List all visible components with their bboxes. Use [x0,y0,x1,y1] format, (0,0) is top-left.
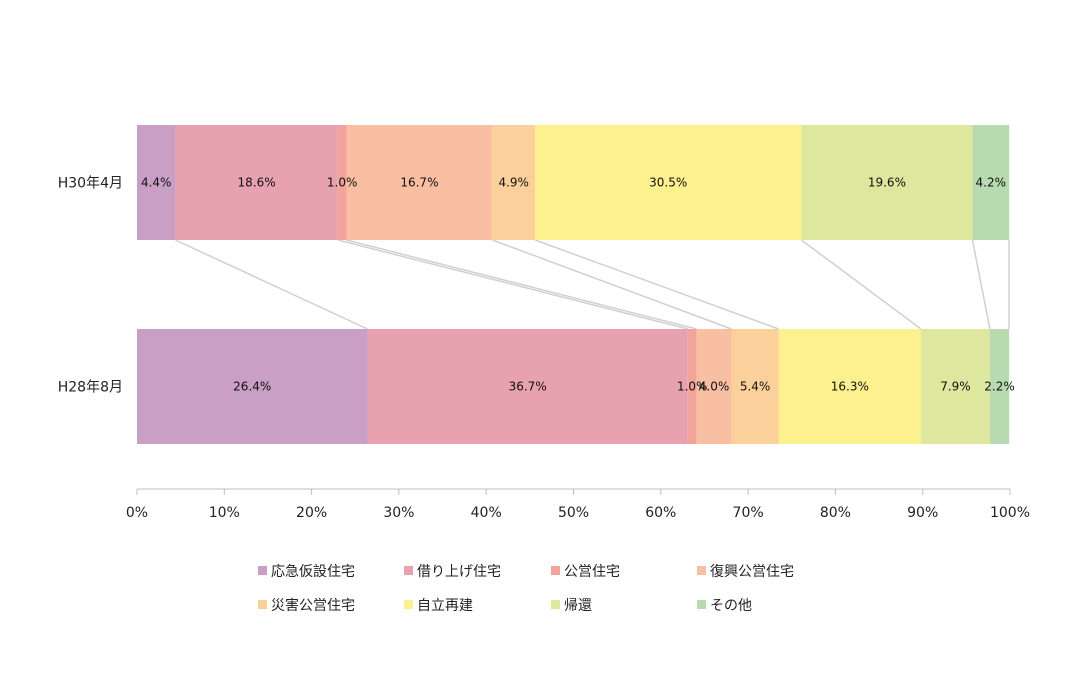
data-label: 18.6% [238,176,276,190]
legend-label: 公営住宅 [564,564,620,580]
data-label: 5.4% [740,380,771,394]
legend-label: 帰還 [564,597,592,614]
bar-segment [535,125,802,240]
bar-segment [175,125,338,240]
series-line [800,239,922,330]
bar-segment [731,329,779,444]
category-label: H28年8月 [58,380,123,396]
series-line [337,239,689,330]
x-tick-label: 60% [645,505,676,521]
x-tick-label: 50% [558,505,589,521]
legend-label: 災害公営住宅 [271,598,355,614]
x-tick-label: 30% [383,505,414,521]
bar-segment [137,125,176,240]
bar-segment [696,329,732,444]
series-lines [175,239,1010,330]
data-label: 4.0% [699,380,730,394]
legend-swatch [551,566,560,575]
data-label: 1.0% [327,176,358,190]
data-label: 2.2% [984,380,1015,394]
data-label: 4.9% [498,176,529,190]
bar-segment [972,125,1010,240]
data-label: 36.7% [509,380,547,394]
x-tick-label: 0% [126,505,148,521]
category-label: H30年4月 [58,176,123,192]
legend-swatch [258,600,267,609]
bar-segment [920,329,990,444]
legend-label: 応急仮設住宅 [271,564,355,580]
legend-label: 自立再建 [417,598,473,614]
legend-label: 借り上げ住宅 [417,564,501,580]
series-line [346,239,697,330]
bar-segment [346,125,493,240]
x-tick-label: 90% [907,505,938,521]
legend-swatch [551,600,560,609]
x-tick-label: 20% [296,505,327,521]
data-labels: 4.4% 18.6% 1.0% 16.7% 4.9% 30.5% 19.6% 4.2% 26.4… [141,176,1015,394]
series-line [175,239,368,330]
bar-segment [367,329,688,444]
x-tick-label: 40% [471,505,502,521]
legend-label: 復興公営住宅 [710,563,794,580]
legend-swatch [697,566,706,575]
x-tick-label: 70% [733,505,764,521]
data-label: 4.4% [141,176,172,190]
data-label: 4.2% [976,176,1007,190]
bar-segment [801,125,973,240]
bar-segment [337,125,347,240]
legend-label: その他 [710,598,752,614]
data-label: 7.9% [940,380,971,394]
legend-swatch [404,566,413,575]
legend-swatch [258,566,267,575]
series-line [971,239,991,330]
x-tick-label: 100% [990,505,1030,521]
data-label: 1.0% [677,380,708,394]
bar-segment [687,329,697,444]
data-label: 26.4% [233,380,271,394]
x-axis: 0% 10% 20% 30% 40% 50% 60% 70% 80% 90% 100% [126,488,1030,521]
legend-swatch [697,600,706,609]
data-label: 30.5% [649,176,687,190]
bar-segment [137,329,368,444]
x-tick-label: 80% [820,505,851,521]
series-line [534,239,779,330]
bar-segment [492,125,536,240]
data-label: 19.6% [868,176,906,190]
data-label: 16.7% [400,176,438,190]
bar-segment [778,329,921,444]
category-labels: H30年4月 H28年8月 [58,176,123,396]
x-tick-label: 10% [209,505,240,521]
bar-segment [989,329,1010,444]
bar-segments [137,125,1010,444]
legend-swatch [404,600,413,609]
series-line [492,239,732,330]
data-label: 16.3% [831,380,869,394]
